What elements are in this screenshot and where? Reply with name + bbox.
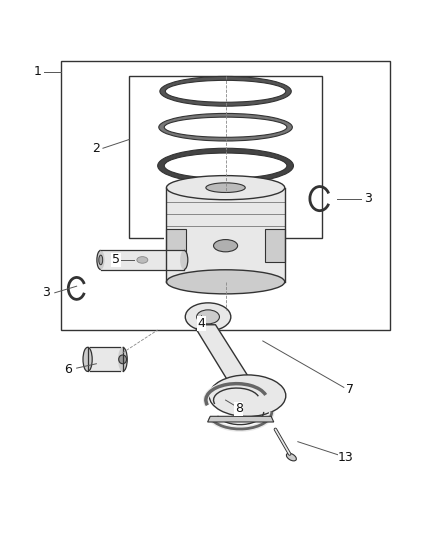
Bar <box>265 229 285 262</box>
Ellipse shape <box>209 375 286 416</box>
Bar <box>166 188 285 282</box>
Text: 4: 4 <box>198 317 205 330</box>
Bar <box>61 61 390 330</box>
Bar <box>164 229 186 262</box>
Text: 3: 3 <box>364 192 372 205</box>
Ellipse shape <box>99 255 102 265</box>
Ellipse shape <box>185 303 231 331</box>
Ellipse shape <box>213 239 237 252</box>
Ellipse shape <box>159 114 293 141</box>
Ellipse shape <box>206 183 245 192</box>
Text: 13: 13 <box>338 450 354 464</box>
Ellipse shape <box>119 355 127 364</box>
Polygon shape <box>208 416 274 422</box>
Ellipse shape <box>180 251 188 270</box>
Ellipse shape <box>164 117 287 138</box>
Bar <box>101 251 184 270</box>
Text: 8: 8 <box>235 402 243 415</box>
Ellipse shape <box>166 175 285 200</box>
Ellipse shape <box>158 148 293 183</box>
Ellipse shape <box>118 348 127 372</box>
Ellipse shape <box>160 76 291 106</box>
Text: 1: 1 <box>33 65 41 78</box>
Ellipse shape <box>286 453 297 461</box>
Text: 5: 5 <box>112 253 120 266</box>
Text: 2: 2 <box>92 142 100 155</box>
Bar <box>88 348 123 372</box>
Bar <box>129 76 322 238</box>
Text: 7: 7 <box>346 383 354 395</box>
Ellipse shape <box>197 310 219 324</box>
Ellipse shape <box>166 270 285 294</box>
Ellipse shape <box>164 153 287 179</box>
Polygon shape <box>196 325 254 393</box>
Text: 3: 3 <box>42 286 50 300</box>
Ellipse shape <box>137 257 148 263</box>
Ellipse shape <box>83 348 92 372</box>
Text: 6: 6 <box>64 363 72 376</box>
Bar <box>166 229 186 262</box>
Ellipse shape <box>166 80 286 102</box>
Ellipse shape <box>97 251 105 270</box>
